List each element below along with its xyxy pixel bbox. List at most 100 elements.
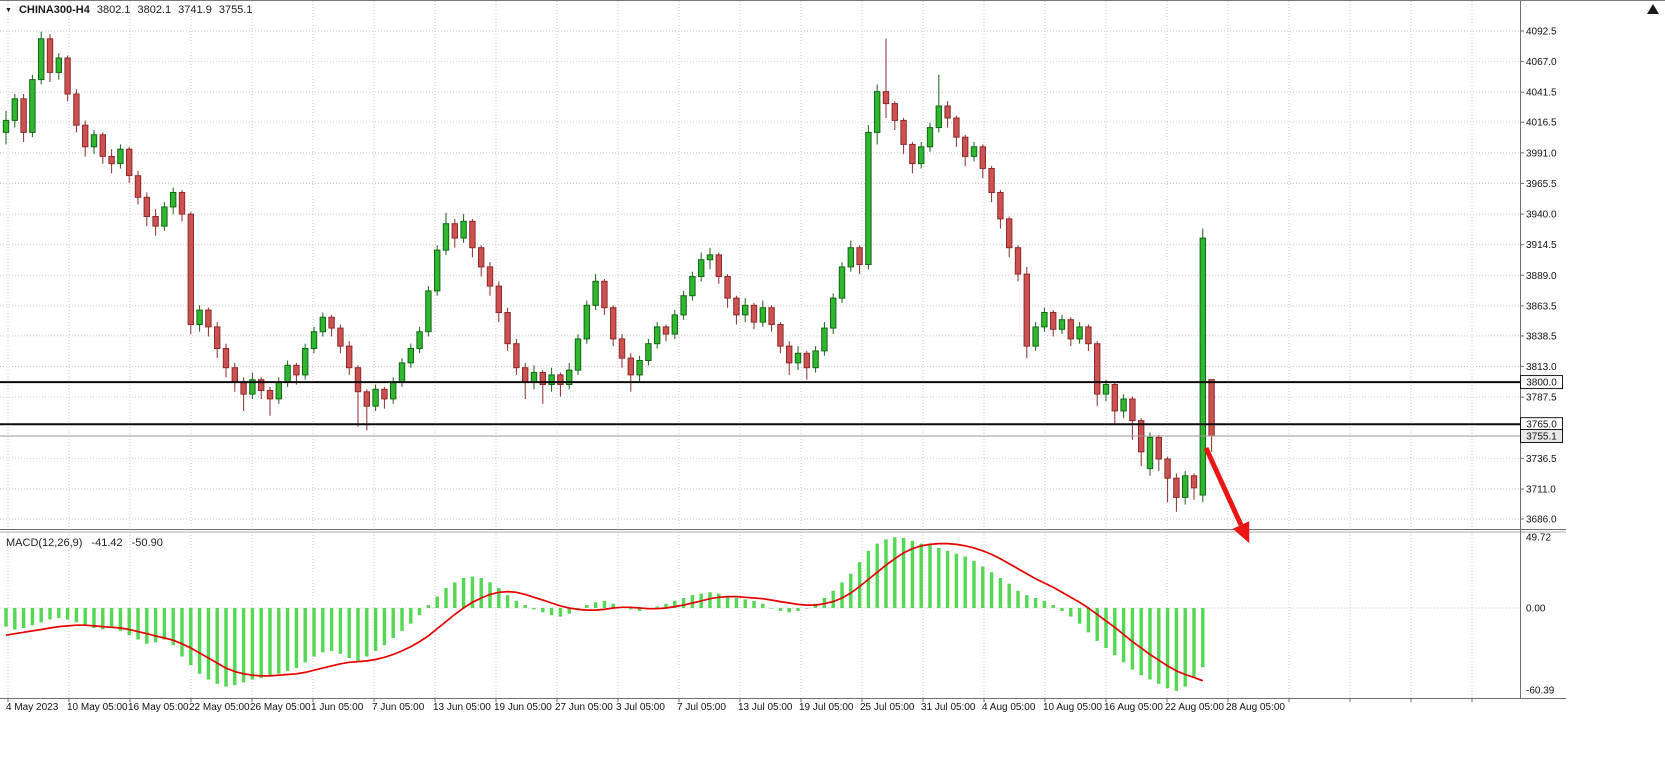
candle-body bbox=[935, 105, 942, 129]
macd-bar bbox=[558, 608, 563, 617]
candle-body bbox=[856, 247, 863, 265]
price-label: 3889.0 bbox=[1526, 271, 1557, 282]
candle-body bbox=[293, 364, 300, 376]
macd-bar bbox=[470, 576, 475, 608]
candle-body bbox=[1102, 384, 1110, 395]
macd-bar bbox=[717, 593, 721, 608]
date-label: 7 Jun 05:00 bbox=[372, 702, 425, 713]
candle-body bbox=[434, 249, 441, 292]
candle-body bbox=[337, 327, 344, 347]
macd-bar bbox=[1183, 608, 1187, 687]
candle-body bbox=[1023, 273, 1030, 347]
candle-body bbox=[258, 379, 265, 392]
macd-bar bbox=[127, 608, 131, 636]
candle-body bbox=[988, 168, 995, 193]
grid bbox=[0, 1, 1520, 698]
macd-bar bbox=[39, 608, 43, 623]
candle-body bbox=[636, 360, 643, 376]
macd-bar bbox=[752, 600, 756, 608]
macd-bar bbox=[655, 606, 659, 608]
macd-bar bbox=[1174, 608, 1179, 691]
trend-arrow[interactable] bbox=[1203, 446, 1250, 544]
candle-body bbox=[1094, 343, 1101, 395]
macd-bar bbox=[417, 608, 422, 616]
macd-bar bbox=[1086, 608, 1091, 633]
macd-bar bbox=[532, 608, 536, 610]
ohlc-low: 3741.9 bbox=[178, 4, 212, 16]
candle-body bbox=[830, 297, 837, 329]
macd-bar bbox=[206, 608, 211, 680]
support-resistance-lines[interactable] bbox=[0, 381, 1520, 426]
date-label: 16 Aug 05:00 bbox=[1104, 702, 1163, 713]
date-label: 19 Jun 05:00 bbox=[494, 702, 552, 713]
macd-bar bbox=[1139, 608, 1143, 676]
macd-bar bbox=[435, 596, 439, 608]
candle-body bbox=[460, 220, 467, 239]
candle-body bbox=[425, 290, 432, 333]
macd-bar bbox=[708, 592, 712, 608]
price-label: 4041.5 bbox=[1526, 88, 1557, 99]
candle-body bbox=[442, 223, 450, 251]
price-axis[interactable]: 4092.5 4067.0 4041.5 4016.5 3991.0 3965.5 3940… bbox=[1520, 27, 1563, 697]
macd-bar bbox=[1201, 608, 1205, 668]
candle-body bbox=[310, 331, 318, 350]
price-label: 4092.5 bbox=[1526, 27, 1557, 38]
macd-bar bbox=[65, 608, 70, 620]
candle-body bbox=[38, 38, 45, 81]
macd-bar bbox=[145, 608, 149, 644]
candle-body bbox=[874, 91, 881, 133]
date-label: 28 Aug 05:00 bbox=[1226, 702, 1285, 713]
macd-bar bbox=[1130, 608, 1135, 670]
macd-bar bbox=[664, 603, 668, 608]
macd-bar bbox=[514, 600, 519, 608]
macd-bar bbox=[277, 608, 281, 674]
candle-body bbox=[108, 156, 115, 165]
candle-body bbox=[346, 345, 353, 369]
candle-body bbox=[821, 327, 828, 352]
candle-body bbox=[1120, 398, 1127, 412]
price-label: 3686.0 bbox=[1526, 515, 1557, 526]
macd-bar bbox=[673, 600, 677, 608]
macd-bar bbox=[1051, 605, 1055, 608]
price-label: 4067.0 bbox=[1526, 57, 1557, 68]
candle-body bbox=[398, 362, 406, 383]
candle-body bbox=[882, 91, 890, 105]
macd-bar bbox=[1016, 590, 1020, 608]
price-label: 3991.0 bbox=[1526, 148, 1557, 159]
macd-bar bbox=[743, 599, 747, 608]
time-axis[interactable]: 4 May 2023 10 May 05:00 16 May 05:00 22 May… bbox=[6, 698, 1473, 713]
macd-bar bbox=[171, 608, 175, 646]
macd-bar bbox=[391, 608, 395, 638]
macd-bar bbox=[479, 578, 483, 608]
macd-bar bbox=[796, 608, 800, 611]
chart-symbol-header: ▼ CHINA300-H4 3802.1 3802.1 3741.9 3755.… bbox=[5, 4, 252, 16]
candle-body bbox=[2, 119, 10, 133]
candle-body bbox=[1111, 384, 1118, 412]
date-label: 10 Aug 05:00 bbox=[1043, 702, 1102, 713]
price-label-boxed: 3755.1 bbox=[1526, 432, 1557, 443]
candle-body bbox=[539, 372, 546, 385]
macd-bar bbox=[189, 608, 193, 666]
macd-bar bbox=[1069, 608, 1073, 617]
symbol-dropdown-icon[interactable]: ▼ bbox=[5, 6, 12, 14]
scroll-marker-icon[interactable] bbox=[1647, 4, 1659, 14]
candle-body bbox=[407, 348, 415, 364]
candle-body bbox=[1155, 436, 1162, 460]
macd-bar bbox=[637, 608, 642, 611]
candle-body bbox=[530, 372, 538, 383]
candle-body bbox=[504, 312, 511, 345]
candle-body bbox=[786, 345, 793, 364]
candle-body bbox=[574, 338, 582, 371]
macd-bar bbox=[444, 588, 448, 608]
candle-body bbox=[583, 304, 590, 340]
macd-bar bbox=[734, 598, 739, 608]
macd-bar bbox=[981, 566, 985, 608]
macd-bar bbox=[250, 608, 255, 680]
date-label: 4 Aug 05:00 bbox=[982, 702, 1036, 713]
candle-body bbox=[1032, 326, 1039, 347]
macd-bar bbox=[83, 608, 87, 626]
candle-body bbox=[90, 134, 98, 148]
macd-bar bbox=[57, 608, 61, 618]
macd-bar bbox=[13, 608, 17, 630]
